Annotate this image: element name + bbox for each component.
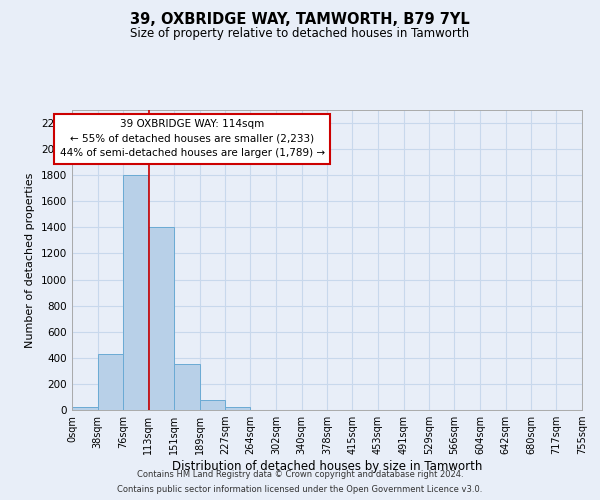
Bar [226,406,250,410]
Y-axis label: Number of detached properties: Number of detached properties [25,172,35,348]
Bar [124,175,148,410]
Text: Contains public sector information licensed under the Open Government Licence v3: Contains public sector information licen… [118,485,482,494]
Text: Size of property relative to detached houses in Tamworth: Size of property relative to detached ho… [130,28,470,40]
Bar [200,400,226,410]
Text: Contains HM Land Registry data © Crown copyright and database right 2024.: Contains HM Land Registry data © Crown c… [137,470,463,479]
Bar [72,408,98,410]
Bar [174,364,200,410]
Text: 39 OXBRIDGE WAY: 114sqm
← 55% of detached houses are smaller (2,233)
44% of semi: 39 OXBRIDGE WAY: 114sqm ← 55% of detache… [59,119,325,158]
Bar [98,354,124,410]
Bar [148,228,174,410]
X-axis label: Distribution of detached houses by size in Tamworth: Distribution of detached houses by size … [172,460,482,473]
Text: 39, OXBRIDGE WAY, TAMWORTH, B79 7YL: 39, OXBRIDGE WAY, TAMWORTH, B79 7YL [130,12,470,28]
